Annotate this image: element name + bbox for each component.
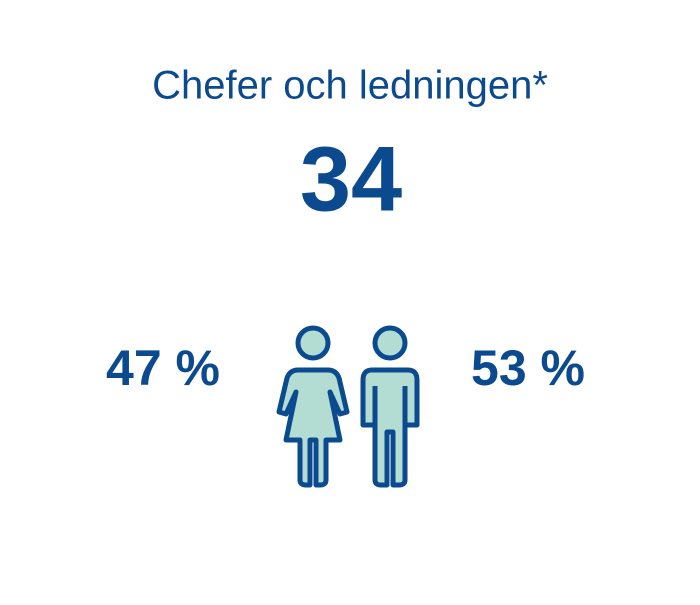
woman-body xyxy=(276,367,350,488)
man-body xyxy=(360,367,420,488)
woman-head xyxy=(295,325,331,361)
women-share: 47 % xyxy=(106,340,220,396)
title: Chefer och ledningen* xyxy=(152,64,548,108)
man-icon xyxy=(360,325,420,488)
man-head xyxy=(372,325,408,361)
men-share: 53 % xyxy=(471,340,585,396)
total: 34 xyxy=(300,128,402,230)
woman-icon xyxy=(276,325,350,488)
